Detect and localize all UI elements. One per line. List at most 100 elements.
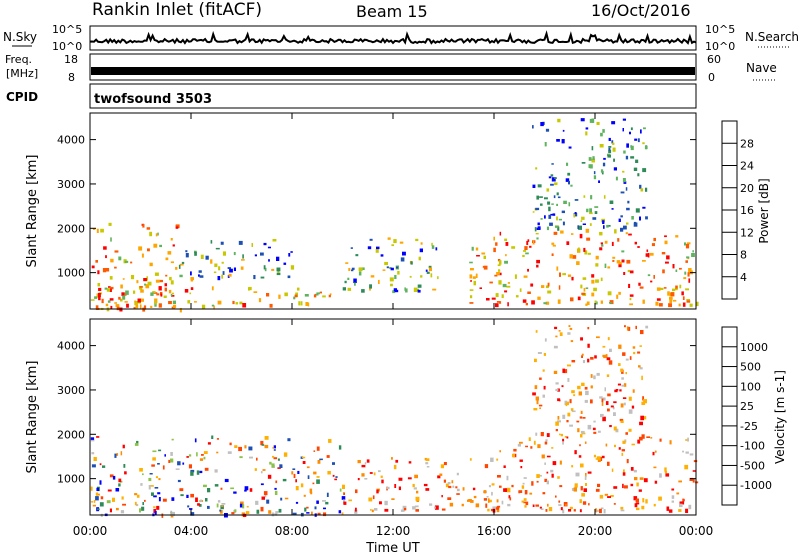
- power-echo-cell: [685, 243, 690, 249]
- vel-echo-cell: [685, 451, 689, 454]
- vel-echo-cell: [640, 330, 644, 335]
- power-echo-cell: [554, 177, 557, 179]
- vel-echo-cell: [529, 492, 533, 495]
- vel-echo-cell: [311, 511, 313, 516]
- power-echo-cell: [178, 264, 181, 269]
- power-echo-cell: [98, 292, 101, 298]
- power-echo-cell: [644, 145, 648, 150]
- power-echo-cell: [585, 131, 588, 136]
- power-echo-cell: [154, 302, 157, 307]
- power-echo-cell: [580, 284, 583, 289]
- vel-echo-cell: [326, 492, 329, 497]
- vel-echo-cell: [207, 488, 211, 493]
- noise-ytick-bottom-right: 10^0: [705, 40, 735, 53]
- power-echo-cell: [497, 264, 501, 267]
- vel-echo-cell: [384, 500, 388, 506]
- power-echo-cell: [271, 268, 275, 271]
- power-colorbar: 4 8 12 16 20 24 28: [721, 120, 754, 300]
- vel-echo-cell: [636, 502, 640, 505]
- noise-panel: N.Sky 10^5 10^0 10^5 10^0 N.Search: [3, 23, 799, 53]
- vel-echo-cell: [274, 513, 278, 516]
- power-echo-cell: [637, 138, 640, 143]
- power-echo-cell: [382, 269, 386, 271]
- vel-echo-cell: [144, 499, 146, 502]
- power-echo-cell: [626, 259, 631, 264]
- vel-echo-cell: [573, 487, 577, 492]
- power-echo-cell: [189, 292, 192, 295]
- vel-echo-cell: [254, 468, 257, 471]
- power-echo-cell: [686, 300, 691, 303]
- power-echo-cell: [515, 295, 519, 298]
- vel-echo-cell: [496, 506, 500, 509]
- power-echo-cell: [642, 299, 645, 304]
- power-echo-cell: [120, 298, 123, 302]
- vel-echo-cell: [609, 425, 612, 428]
- power-echo-cell: [577, 296, 581, 301]
- vel-echo-cell: [645, 499, 648, 504]
- power-echo-cell: [626, 222, 629, 225]
- power-colorbar-label: Power [dB]: [757, 178, 771, 243]
- power-echo-cell: [496, 301, 501, 303]
- vel-echo-cell: [335, 476, 338, 478]
- power-echo-cell: [185, 250, 188, 253]
- power-echo-cell: [601, 244, 604, 247]
- power-echo-cell: [125, 290, 129, 295]
- vel-echo-cell: [578, 455, 582, 458]
- power-echo-cell: [153, 243, 158, 248]
- vel-echo-cell: [293, 473, 296, 478]
- power-echo-cell: [607, 291, 612, 296]
- vel-echo-cell: [468, 499, 472, 502]
- vel-echo-cell: [532, 392, 536, 396]
- vel-echo-cell: [487, 508, 490, 512]
- power-echo-cell: [316, 292, 320, 295]
- vel-echo-cell: [197, 503, 200, 506]
- power-echo-cell: [426, 271, 430, 274]
- vel-echo-cell: [260, 483, 264, 486]
- power-echo-cell: [594, 300, 597, 304]
- vel-echo-cell: [116, 507, 119, 511]
- freq-panel: Freq. [MHz] 18 8 60 0 Nave: [5, 53, 777, 84]
- vel-colorbar-frame: [721, 326, 738, 506]
- vel-echo-cell: [282, 478, 287, 482]
- vel-echo-cell: [378, 470, 381, 473]
- power-echo-cell: [612, 147, 616, 152]
- noise-ytick-top-right: 10^5: [705, 23, 735, 36]
- power-echo-cell: [92, 228, 96, 230]
- power-echo-cell: [567, 274, 572, 277]
- vel-echo-cell: [475, 503, 480, 508]
- power-echo-cell: [470, 280, 472, 282]
- vel-echo-cell: [456, 472, 459, 476]
- vel-echo-cell: [219, 510, 223, 514]
- vel-echo-cell: [615, 389, 619, 391]
- power-echo-cell: [158, 303, 162, 308]
- velocity-colorbar: 1000 500 100 25 -25 -100 -500 -1000: [721, 326, 772, 506]
- vel-echo-cell: [303, 494, 306, 497]
- power-echo-cell: [629, 270, 634, 274]
- vel-echo-cell: [342, 484, 345, 489]
- power-echo-cell: [103, 246, 107, 250]
- vel-echo-cell: [186, 456, 189, 458]
- power-echo-cell: [588, 157, 592, 161]
- power-echo-cell: [523, 250, 527, 252]
- vel-echo-cell: [199, 458, 204, 461]
- power-echo-cell: [566, 241, 570, 245]
- power-echo-cell: [531, 300, 535, 305]
- power-echo-cell: [175, 266, 178, 270]
- vel-echo-cell: [633, 469, 637, 473]
- vel-echo-cell: [366, 459, 370, 463]
- power-echo-cell: [288, 253, 291, 257]
- vel-echo-cell: [455, 486, 458, 489]
- vel-echo-cell: [175, 468, 180, 470]
- power-echo-cell: [501, 294, 504, 299]
- vel-echo-cell: [199, 470, 203, 474]
- power-echo-cell: [551, 253, 554, 256]
- power-echo-cell: [535, 207, 540, 211]
- vel-echo-cell: [122, 503, 126, 506]
- power-echo-cell: [625, 187, 628, 191]
- power-echo-cell: [594, 206, 599, 208]
- power-echo-cell: [557, 196, 561, 199]
- power-echo-cell: [143, 305, 147, 310]
- power-echo-cell: [378, 279, 380, 284]
- power-echo-cell: [599, 231, 603, 236]
- vel-echo-cell: [393, 464, 397, 470]
